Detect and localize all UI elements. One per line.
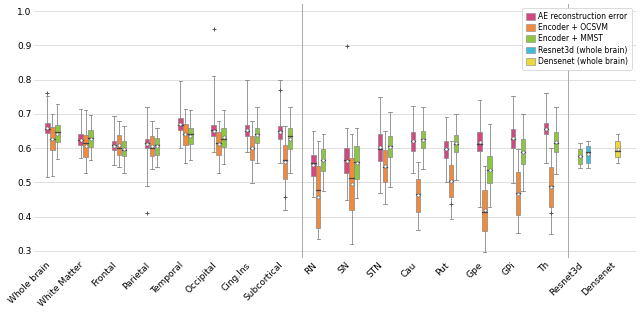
Bar — [444, 141, 449, 158]
Bar — [616, 141, 620, 157]
Bar — [349, 158, 354, 211]
Bar — [411, 132, 415, 151]
Bar — [55, 125, 60, 142]
Bar — [250, 136, 254, 160]
Bar — [145, 139, 149, 148]
Bar — [116, 135, 121, 155]
Bar — [45, 123, 49, 133]
Bar — [244, 125, 249, 136]
Bar — [388, 136, 392, 157]
Bar — [178, 118, 182, 130]
Bar — [355, 146, 359, 179]
Bar — [283, 145, 287, 179]
Bar — [421, 131, 425, 148]
Bar — [79, 134, 83, 145]
Bar — [378, 134, 382, 161]
Bar — [344, 148, 349, 173]
Bar — [520, 139, 525, 164]
Bar — [278, 126, 282, 139]
Bar — [483, 190, 487, 231]
Bar — [449, 165, 454, 197]
Bar — [88, 130, 93, 147]
Bar — [112, 141, 116, 150]
Bar — [288, 128, 292, 150]
Bar — [383, 150, 387, 182]
Bar — [488, 156, 492, 183]
Bar — [586, 146, 591, 162]
Bar — [544, 123, 548, 134]
Bar — [255, 128, 259, 143]
Bar — [516, 172, 520, 215]
Bar — [321, 150, 326, 171]
Bar — [188, 128, 193, 144]
Bar — [155, 138, 159, 155]
Bar — [83, 135, 88, 157]
Bar — [211, 126, 216, 136]
Bar — [221, 128, 226, 147]
Bar — [416, 179, 420, 212]
Bar — [477, 132, 482, 151]
Bar — [311, 155, 316, 176]
Bar — [511, 129, 515, 148]
Legend: AE reconstruction error, Encoder + OCSVM, Encoder + MMST, Resnet3d (whole brain): AE reconstruction error, Encoder + OCSVM… — [522, 8, 632, 70]
Bar — [122, 141, 126, 156]
Bar — [454, 135, 458, 151]
Bar — [554, 132, 558, 151]
Bar — [216, 132, 221, 155]
Bar — [316, 166, 321, 228]
Bar — [150, 136, 154, 156]
Bar — [183, 124, 188, 145]
Bar — [50, 127, 54, 150]
Bar — [549, 167, 553, 207]
Bar — [578, 149, 582, 164]
